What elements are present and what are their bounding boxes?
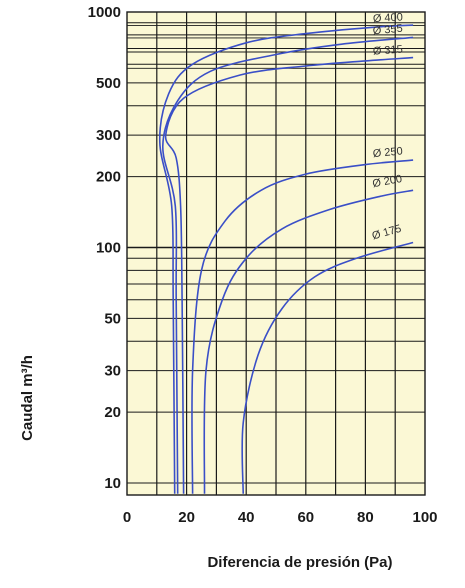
x-tick-label: 0 [123,509,131,526]
curves [158,24,414,494]
x-axis-title: Diferencia de presión (Pa) [207,554,392,571]
series-line-2 [164,56,414,494]
plot-border [126,11,426,496]
y-tick-label: 1000 [88,4,121,21]
series-label-3: Ø 250 [372,145,403,160]
y-tick-label: 300 [96,127,121,144]
series-line-3 [191,159,414,494]
y-tick-label: 50 [104,310,121,327]
series-line-0 [158,24,414,494]
grid-lines [127,12,425,495]
x-tick-label: 60 [297,509,314,526]
y-tick-label: 10 [104,475,121,492]
x-tick-label: 40 [238,509,255,526]
y-tick-label: 200 [96,169,121,186]
series-label-2: Ø 315 [372,44,403,58]
series-label-1: Ø 355 [372,23,403,38]
series-line-4 [203,189,414,494]
series-line-5 [241,241,414,494]
y-tick-label: 500 [96,75,121,92]
x-tick-label: 80 [357,509,374,526]
y-tick-label: 30 [104,363,121,380]
y-axis-title: Caudal m³/h [19,355,36,441]
y-tick-label: 20 [104,404,121,421]
y-tick-label: 100 [96,240,121,257]
series-label-0: Ø 400 [373,11,404,25]
x-tick-label: 20 [178,509,195,526]
series-line-1 [161,36,414,494]
series-label-4: Ø 200 [371,173,403,190]
tick-labels: 0 20 40 60 80 100 10 20 30 50 100 200 300 500 1000 [88,4,438,526]
x-tick-label: 100 [412,509,437,526]
